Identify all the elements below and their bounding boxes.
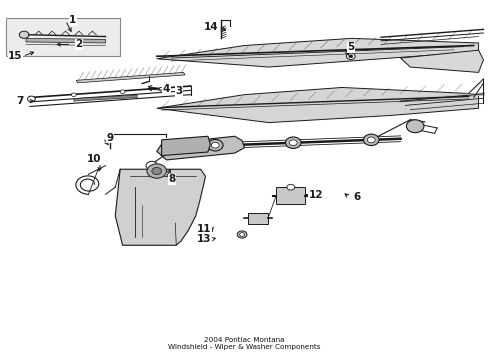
Polygon shape [161,136,210,156]
Circle shape [285,137,301,148]
FancyBboxPatch shape [5,18,120,56]
Text: 3: 3 [175,86,182,96]
Text: 15: 15 [8,51,22,61]
Text: 11: 11 [197,225,211,234]
Circle shape [211,142,219,148]
Circle shape [348,55,352,58]
Circle shape [237,231,246,238]
Text: 8: 8 [168,174,176,184]
Circle shape [146,161,158,170]
Text: 6: 6 [352,192,360,202]
Circle shape [207,139,223,151]
Polygon shape [26,39,105,43]
Polygon shape [248,213,267,224]
Text: 1: 1 [69,15,76,26]
Circle shape [27,96,35,102]
Circle shape [19,31,29,39]
Polygon shape [157,39,478,67]
Circle shape [346,53,354,59]
Circle shape [120,90,125,94]
Polygon shape [76,72,184,83]
Text: 13: 13 [197,234,211,244]
Circle shape [71,93,76,96]
Circle shape [147,164,166,178]
Polygon shape [74,95,137,101]
Text: 2: 2 [75,40,82,49]
Text: 4: 4 [163,84,170,94]
Circle shape [239,233,244,236]
Circle shape [159,87,163,91]
Text: 9: 9 [106,133,114,143]
Circle shape [289,140,297,145]
Text: 14: 14 [203,22,218,32]
Polygon shape [115,169,205,245]
Circle shape [286,184,294,190]
Circle shape [366,137,374,143]
Polygon shape [157,136,244,160]
Polygon shape [157,87,478,123]
Text: 12: 12 [308,190,323,200]
Circle shape [152,167,161,175]
Circle shape [406,120,423,133]
Polygon shape [276,187,305,204]
Text: 7: 7 [17,96,24,106]
Text: 5: 5 [346,42,354,52]
Text: 2004 Pontiac Montana
Windshield - Wiper & Washer Components: 2004 Pontiac Montana Windshield - Wiper … [168,337,320,350]
Circle shape [363,134,378,145]
Polygon shape [400,50,483,72]
Text: 10: 10 [87,154,102,164]
